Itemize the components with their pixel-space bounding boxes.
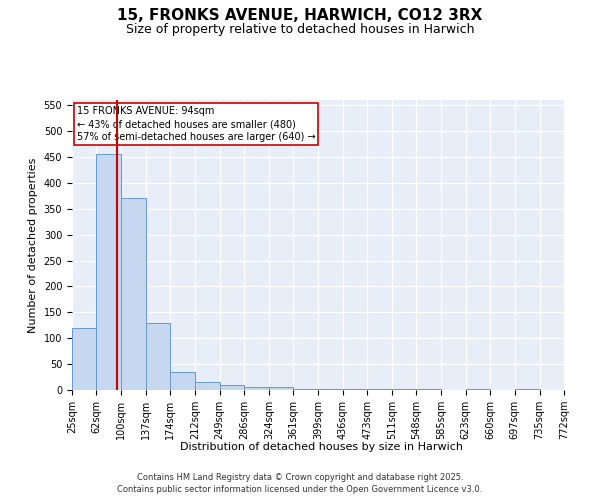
Bar — [269, 388, 293, 390]
Text: 15 FRONKS AVENUE: 94sqm
← 43% of detached houses are smaller (480)
57% of semi-d: 15 FRONKS AVENUE: 94sqm ← 43% of detache… — [77, 106, 316, 142]
Text: Contains public sector information licensed under the Open Government Licence v3: Contains public sector information licen… — [118, 484, 482, 494]
Bar — [170, 372, 195, 390]
Text: 15, FRONKS AVENUE, HARWICH, CO12 3RX: 15, FRONKS AVENUE, HARWICH, CO12 3RX — [118, 8, 482, 22]
Text: Size of property relative to detached houses in Harwich: Size of property relative to detached ho… — [126, 22, 474, 36]
Bar — [97, 154, 121, 390]
Bar — [146, 322, 170, 390]
Y-axis label: Number of detached properties: Number of detached properties — [28, 158, 38, 332]
Bar — [319, 389, 343, 390]
Bar — [343, 389, 367, 390]
Bar — [121, 198, 146, 390]
Text: Distribution of detached houses by size in Harwich: Distribution of detached houses by size … — [179, 442, 463, 452]
Text: Contains HM Land Registry data © Crown copyright and database right 2025.: Contains HM Land Registry data © Crown c… — [137, 473, 463, 482]
Bar — [72, 328, 97, 390]
Bar — [293, 389, 319, 390]
Bar — [195, 382, 220, 390]
Bar — [220, 385, 244, 390]
Bar — [244, 388, 269, 390]
